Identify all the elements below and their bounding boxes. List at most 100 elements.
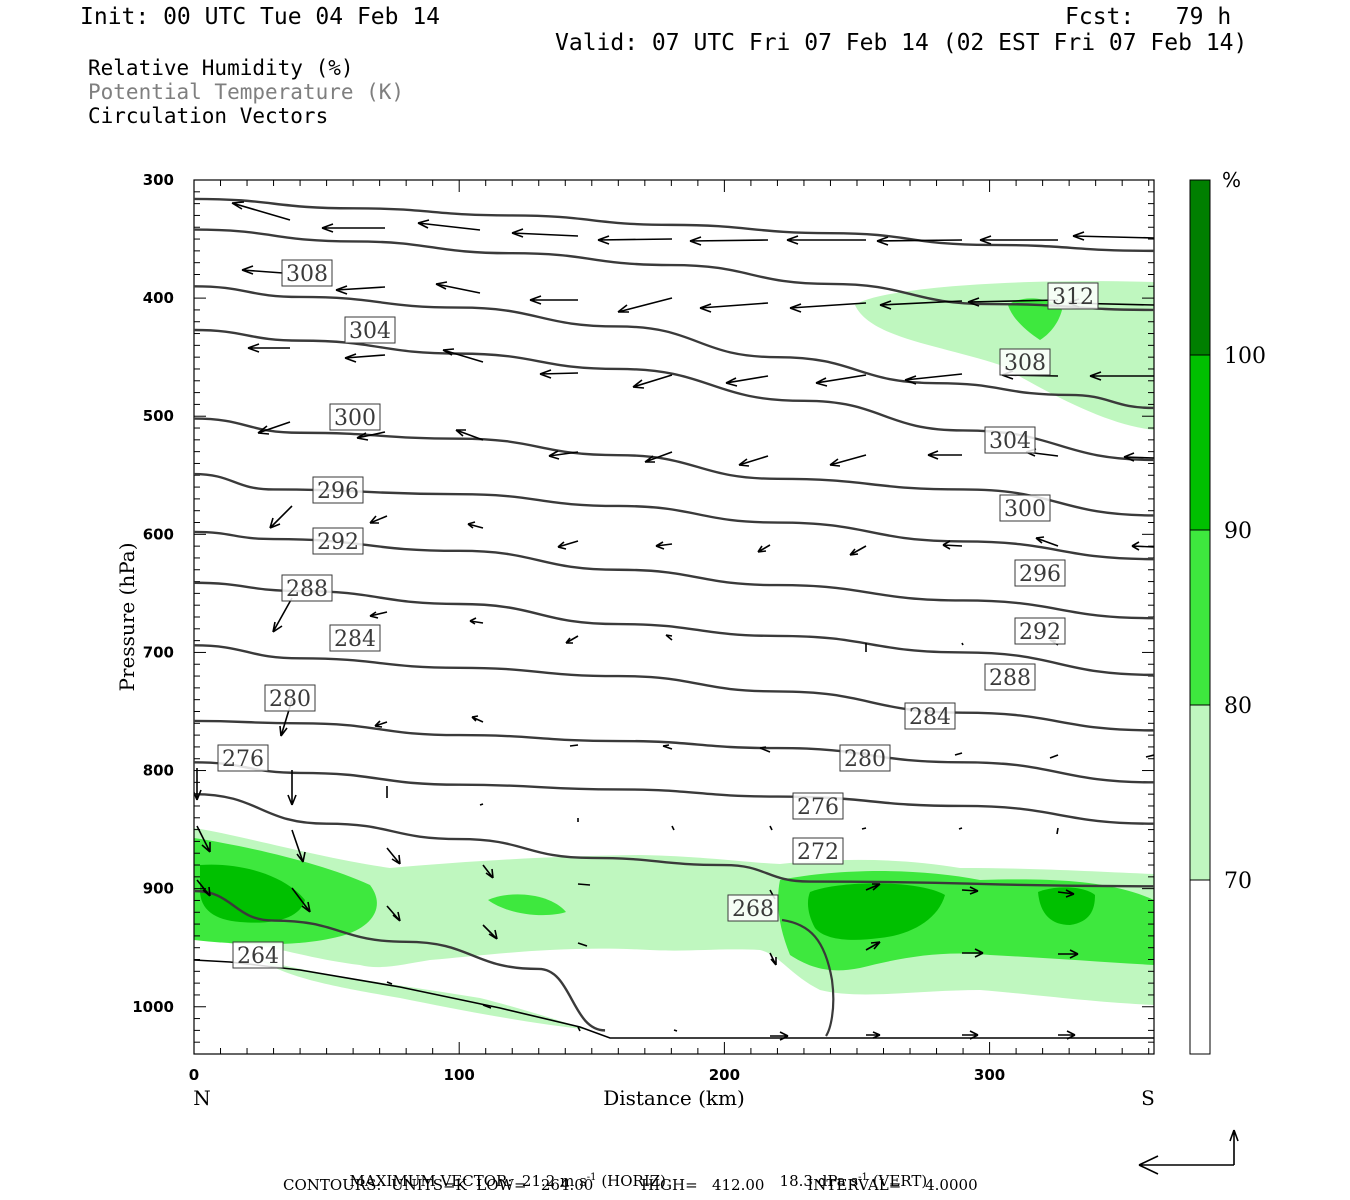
isentrope-label-box	[329, 624, 381, 652]
circulation-vector	[689, 236, 769, 246]
max-vector-vert-line: 18.3 dPa s-1 (VERT)	[770, 1158, 928, 1190]
circulation-vector	[958, 827, 963, 830]
rh-80-mid	[488, 894, 566, 916]
circulation-vector	[511, 228, 579, 238]
circulation-vector	[482, 924, 498, 940]
isentrope-label: 264	[237, 944, 279, 969]
isentrope-label: 280	[269, 687, 311, 712]
circulation-vector	[769, 825, 773, 831]
circulation-vector	[321, 223, 385, 233]
circulation-vector	[469, 617, 484, 625]
circulation-vector	[471, 715, 484, 723]
circulation-vector	[1056, 827, 1059, 835]
north-label: N	[193, 1086, 211, 1110]
isentrope-label-box	[984, 426, 1036, 454]
circulation-vector	[673, 1029, 678, 1032]
y-tick-label: 600	[143, 525, 174, 543]
isentrope-label: 304	[989, 429, 1031, 454]
colorbar-band-below	[1189, 879, 1211, 1055]
x-axis: 0 100 200 300 Distance (km) N S	[189, 180, 1155, 1110]
max-vector-vert-unit: (VERT)	[872, 1172, 928, 1190]
isentrope-label: 308	[286, 262, 328, 287]
isentrope-line	[194, 644, 1154, 732]
y-tick-label: 300	[143, 171, 174, 189]
isentrope-label-box	[727, 894, 779, 922]
x-tick-label: 300	[974, 1066, 1005, 1084]
isentrope-line	[194, 228, 1154, 312]
circulation-vector	[979, 235, 1058, 245]
circulation-vector	[247, 343, 290, 353]
max-vector-horiz-unit: (HORIZ)	[601, 1172, 667, 1190]
max-vector-vert: 18.3 dPa s	[779, 1172, 859, 1190]
isentrope-label-box	[984, 663, 1036, 691]
vector-scale-legend	[1138, 1129, 1239, 1175]
circulation-vector	[335, 285, 386, 295]
circulation-vector	[577, 883, 591, 886]
x-tick-label: 200	[709, 1066, 740, 1084]
vertical-scale-arrow	[1229, 1129, 1239, 1165]
circulation-vector	[815, 374, 867, 387]
circulation-vector	[671, 825, 675, 831]
y-axis: 300 400 500 600 700 800 900 1000 Pressure (hPa)	[115, 171, 1154, 1055]
circulation-vector	[291, 829, 306, 863]
circulation-vector	[786, 235, 866, 245]
horizontal-scale-arrow	[1138, 1155, 1234, 1175]
circulation-vector	[196, 825, 211, 853]
colorbar-band-80	[1189, 529, 1211, 706]
circulation-vector	[272, 597, 293, 633]
y-tick-label: 500	[143, 407, 174, 425]
isentrope-label-box	[312, 527, 364, 555]
circulation-vector	[1123, 452, 1154, 462]
y-tick-label: 900	[143, 880, 174, 898]
isentrope-label: 292	[317, 530, 359, 555]
isentrope-line	[194, 792, 1154, 888]
colorbar-unit: %	[1222, 168, 1241, 192]
isentrope-label-box	[792, 792, 844, 820]
circulation-vector	[789, 302, 867, 313]
colorbar-tick-label: 70	[1224, 869, 1252, 894]
contour-info-line: CONTOURS: UNITS=K LOW= 264.00 HIGH= 412.…	[283, 1176, 978, 1194]
circulation-vector	[865, 941, 881, 951]
isentrope-label-box	[344, 316, 396, 344]
circulation-vector	[967, 297, 1059, 307]
max-vector-line: MAXIMUM VECTOR: 21.2 m s-1 (HORIZ)	[340, 1158, 667, 1190]
circulation-vector	[961, 642, 964, 646]
unit-superscript: -1	[586, 1172, 597, 1183]
circulation-vector	[577, 942, 588, 947]
circulation-vector	[344, 353, 386, 363]
circulation-vector	[759, 746, 771, 753]
isentrope-label: 276	[222, 747, 264, 772]
circulation-vector	[241, 265, 284, 275]
isentrope-label: 308	[1004, 351, 1046, 376]
circulation-vector	[356, 431, 386, 441]
rh-colorbar: % 70 80 90 100	[1189, 168, 1266, 1055]
isentrope-label-box	[1014, 617, 1066, 645]
y-axis-title: Pressure (hPa)	[115, 543, 139, 692]
circulation-vector	[942, 540, 963, 550]
circulation-vector	[231, 201, 291, 221]
isentrope-label-box	[281, 259, 333, 287]
circulation-vector	[435, 281, 481, 294]
isentrope-line	[194, 719, 1154, 784]
isentrope-label: 300	[1004, 497, 1046, 522]
circulation-vector	[954, 752, 963, 756]
isentrope-label: 292	[1019, 620, 1061, 645]
circulation-vector	[369, 515, 388, 524]
circulation-vector	[632, 374, 673, 389]
field-rh-label: Relative Humidity (%)	[88, 56, 354, 80]
isentrope-label: 300	[334, 406, 376, 431]
isentrope-label-box	[329, 403, 381, 431]
circulation-vector	[725, 375, 769, 387]
isentrope-label: 288	[286, 577, 328, 602]
isentrope-label: 296	[317, 479, 359, 504]
max-vector-horiz: MAXIMUM VECTOR: 21.2 m s	[349, 1172, 587, 1190]
isentrope-label: 312	[1052, 285, 1094, 310]
isentrope-label-box	[264, 684, 316, 712]
isentrope-label-box	[1014, 559, 1066, 587]
circulation-vector	[876, 236, 963, 246]
circulation-vector	[529, 295, 578, 305]
circulation-vector	[369, 611, 388, 619]
colorbar-band-100	[1189, 179, 1211, 356]
isentrope-label: 296	[1019, 562, 1061, 587]
